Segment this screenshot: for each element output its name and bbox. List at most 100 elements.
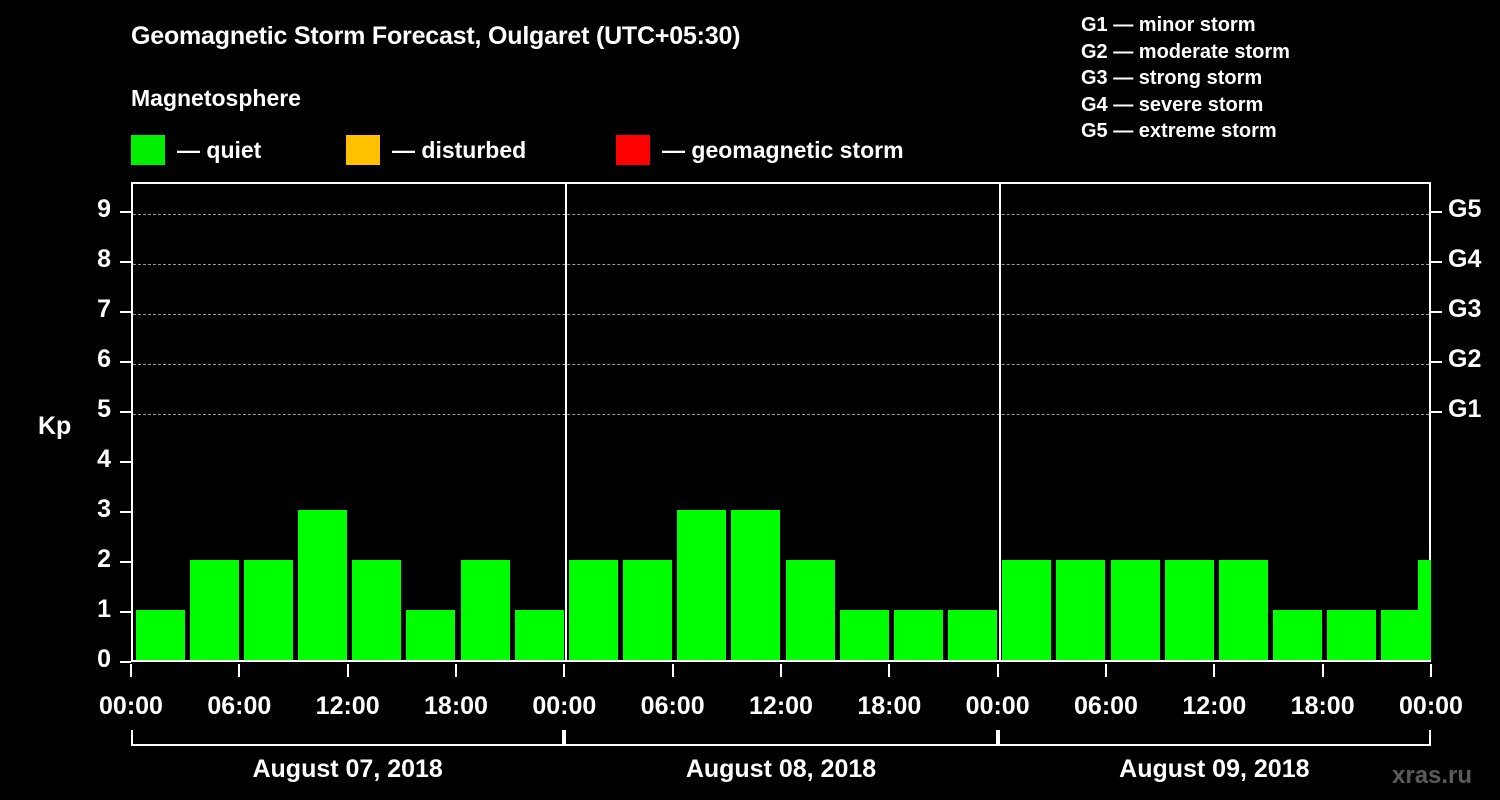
x-tick-mark-2	[346, 664, 349, 677]
green-swatch	[131, 135, 165, 165]
y-tick-mark-8	[120, 261, 131, 263]
y-tick-label-4: 4	[97, 445, 111, 473]
g-legend-row-5: G5 — extreme storm	[1081, 120, 1277, 142]
y-tick-mark-0	[120, 661, 131, 663]
g-legend-row-4: G4 — severe storm	[1081, 93, 1264, 116]
x-tick-mark-4	[563, 664, 566, 677]
g-tick-label-G1: G1	[1448, 395, 1482, 423]
date-bracket-1	[131, 730, 565, 746]
g-tick-mark-G4	[1431, 261, 1442, 263]
y-tick-label-5: 5	[97, 395, 111, 423]
bar	[893, 610, 943, 660]
date-label-2: August 08, 2018	[685, 755, 877, 783]
g-tick-mark-G3	[1431, 311, 1442, 313]
date-bracket-3	[997, 730, 1431, 746]
bar	[1110, 560, 1160, 660]
y-axis-title: Kp	[38, 412, 72, 440]
bar	[298, 510, 348, 660]
x-tick-mark-1	[238, 664, 241, 677]
x-tick-mark-9	[1105, 664, 1107, 677]
bar	[1164, 560, 1214, 660]
bar	[839, 610, 889, 660]
g-tick-label-G3: G3	[1448, 295, 1482, 323]
watermark: xras.ru	[1392, 762, 1473, 789]
bar	[568, 560, 618, 660]
legend-entry-1: — disturbed	[346, 132, 526, 168]
day-separator	[998, 184, 1001, 660]
x-tick-label-3: 18:00	[424, 692, 488, 720]
gridline-kp-8	[133, 264, 1429, 265]
bar	[1418, 560, 1431, 660]
y-tick-label-7: 7	[97, 295, 111, 323]
x-tick-label-5: 06:00	[640, 692, 705, 720]
x-tick-label-8: 00:00	[965, 692, 1030, 720]
x-tick-label-12: 00:00	[1399, 692, 1463, 720]
plot-area	[131, 182, 1431, 662]
date-label-3: August 09, 2018	[1119, 755, 1310, 783]
y-tick-mark-2	[120, 561, 131, 563]
bar	[243, 560, 293, 660]
bar	[785, 560, 835, 660]
date-bracket-2	[564, 730, 998, 746]
bar	[948, 610, 998, 660]
y-tick-label-3: 3	[97, 495, 111, 523]
bar	[406, 610, 456, 660]
red-swatch	[616, 135, 650, 165]
date-label-1: August 07, 2018	[252, 755, 443, 783]
x-tick-label-0: 00:00	[99, 692, 163, 720]
y-tick-label-1: 1	[97, 595, 111, 623]
g-tick-label-G4: G4	[1448, 245, 1482, 273]
bar	[1056, 560, 1106, 660]
x-tick-mark-10	[1213, 664, 1216, 677]
plot-inner	[133, 184, 1431, 660]
x-tick-mark-5	[671, 664, 674, 677]
legend-label: — geomagnetic storm	[662, 136, 904, 163]
g-legend-row-2: G2 — moderate storm	[1081, 40, 1290, 63]
x-tick-mark-11	[1321, 664, 1324, 677]
gridline-kp-7	[133, 314, 1429, 315]
legend-entry-0: — quiet	[131, 132, 261, 168]
gridline-kp-6	[133, 364, 1429, 365]
x-tick-mark-0	[130, 664, 132, 677]
g-legend-row-3: G3 — strong storm	[1081, 67, 1263, 89]
bar	[623, 560, 673, 660]
bar	[1002, 560, 1052, 660]
bar	[352, 560, 402, 660]
x-tick-label-11: 18:00	[1290, 692, 1355, 720]
y-tick-mark-7	[120, 311, 131, 313]
bar	[1273, 610, 1323, 660]
bar	[1327, 610, 1377, 660]
bar	[514, 610, 564, 660]
x-tick-label-1: 06:00	[207, 692, 272, 720]
y-tick-mark-9	[120, 211, 131, 213]
bar	[460, 560, 510, 660]
y-tick-mark-5	[120, 411, 131, 413]
y-tick-label-9: 9	[97, 195, 111, 223]
y-tick-mark-3	[120, 511, 131, 513]
x-tick-mark-3	[455, 664, 457, 677]
g-tick-label-G2: G2	[1448, 345, 1482, 373]
y-tick-label-6: 6	[97, 345, 111, 373]
legend-entry-2: — geomagnetic storm	[616, 132, 904, 168]
y-tick-mark-4	[120, 461, 131, 463]
bar	[677, 510, 727, 660]
legend-label: — disturbed	[392, 136, 527, 163]
x-tick-mark-6	[780, 664, 782, 677]
day-separator	[565, 184, 568, 660]
bar	[189, 560, 239, 660]
g-tick-mark-G2	[1431, 361, 1442, 363]
gridline-kp-9	[133, 214, 1429, 215]
x-tick-mark-12	[1430, 664, 1432, 677]
magnetosphere-label: Magnetosphere	[131, 85, 301, 111]
x-tick-label-4: 00:00	[532, 692, 597, 720]
y-tick-mark-6	[120, 361, 131, 363]
y-tick-label-0: 0	[97, 645, 111, 673]
legend-label: — quiet	[177, 136, 262, 163]
x-tick-label-9: 06:00	[1074, 692, 1138, 720]
y-tick-mark-1	[120, 611, 131, 613]
x-tick-label-10: 12:00	[1182, 692, 1247, 720]
g-tick-mark-G5	[1431, 211, 1442, 213]
gridline-kp-5	[133, 414, 1429, 415]
x-tick-label-2: 12:00	[315, 692, 380, 720]
amber-swatch	[346, 135, 380, 165]
